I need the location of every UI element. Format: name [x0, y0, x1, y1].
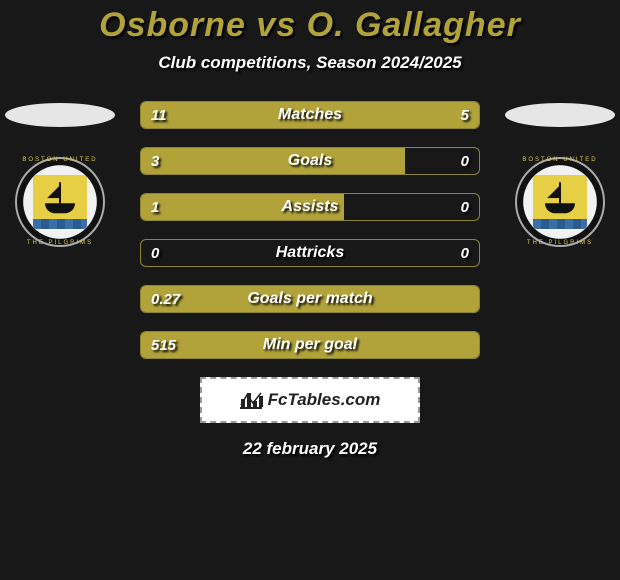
ship-icon	[543, 182, 577, 216]
brand-box[interactable]: FcTables.com	[200, 377, 420, 423]
stat-value-left: 1	[151, 199, 159, 216]
stat-label: Goals per match	[247, 290, 372, 308]
crest-text-top: BOSTON UNITED	[517, 157, 603, 163]
club-crest-right: BOSTON UNITED THE PILGRIMS	[515, 157, 605, 247]
stat-value-left: 11	[151, 107, 167, 124]
stat-bars: 11 Matches 5 3 Goals 0 1 Assists 0 0 Hattricks 0 0.2…	[140, 101, 480, 359]
stat-bar: 3 Goals 0	[140, 147, 480, 175]
stage: BOSTON UNITED THE PILGRIMS BOSTON UNITED	[0, 101, 620, 459]
footer-date: 22 february 2025	[0, 439, 620, 459]
stat-bar: 1 Assists 0	[140, 193, 480, 221]
subtitle: Club competitions, Season 2024/2025	[0, 53, 620, 73]
stat-bar: 0 Hattricks 0	[140, 239, 480, 267]
brand-chart-icon	[240, 391, 262, 409]
player-photo-placeholder-right	[505, 103, 615, 127]
stat-value-right: 0	[461, 153, 469, 170]
stat-value-left: 0	[151, 245, 159, 262]
stat-value-left: 0.27	[151, 291, 180, 308]
crest-text-top: BOSTON UNITED	[17, 157, 103, 163]
stat-label: Min per goal	[263, 336, 357, 354]
stat-value-right: 0	[461, 245, 469, 262]
page-title: Osborne vs O. Gallagher	[0, 6, 620, 45]
stat-value-right: 5	[461, 107, 469, 124]
stat-label: Hattricks	[276, 244, 344, 262]
stat-bar: 0.27 Goals per match	[140, 285, 480, 313]
crest-inner	[33, 175, 87, 229]
comparison-card: Osborne vs O. Gallagher Club competition…	[0, 0, 620, 459]
stat-label: Goals	[288, 152, 332, 170]
brand-text: FcTables.com	[268, 390, 381, 410]
club-crest-left: BOSTON UNITED THE PILGRIMS	[15, 157, 105, 247]
player-right-column: BOSTON UNITED THE PILGRIMS	[500, 101, 620, 247]
player-left-column: BOSTON UNITED THE PILGRIMS	[0, 101, 120, 247]
stat-value-left: 515	[151, 337, 176, 354]
stat-bar: 11 Matches 5	[140, 101, 480, 129]
stat-bar: 515 Min per goal	[140, 331, 480, 359]
crest-inner	[533, 175, 587, 229]
player-photo-placeholder-left	[5, 103, 115, 127]
crest-text-bottom: THE PILGRIMS	[517, 240, 603, 246]
crest-text-bottom: THE PILGRIMS	[17, 240, 103, 246]
stat-value-left: 3	[151, 153, 159, 170]
stat-bar-fill-left	[141, 148, 405, 174]
stat-value-right: 0	[461, 199, 469, 216]
ship-icon	[43, 182, 77, 216]
stat-label: Assists	[282, 198, 339, 216]
stat-label: Matches	[278, 106, 342, 124]
